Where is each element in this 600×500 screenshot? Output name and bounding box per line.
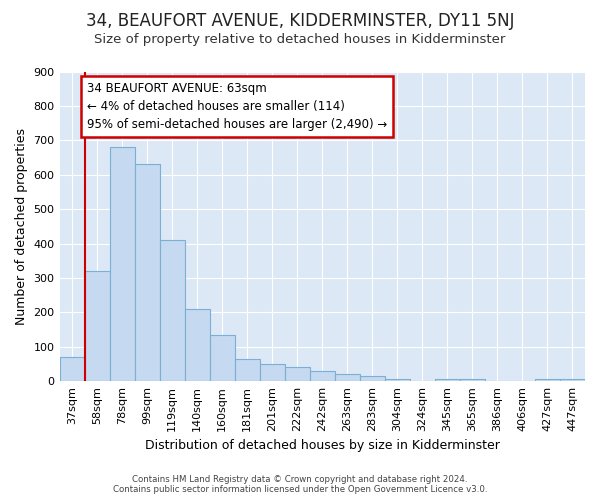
Y-axis label: Number of detached properties: Number of detached properties (15, 128, 28, 325)
Text: 34 BEAUFORT AVENUE: 63sqm
← 4% of detached houses are smaller (114)
95% of semi-: 34 BEAUFORT AVENUE: 63sqm ← 4% of detach… (86, 82, 387, 131)
Bar (560, 380, 585, 381)
Bar (59, 357, 85, 381)
Bar (85, 271, 110, 381)
Bar (285, 368, 310, 381)
Bar (209, 334, 235, 381)
Bar (185, 309, 209, 381)
Bar (310, 371, 335, 381)
Text: Size of property relative to detached houses in Kidderminster: Size of property relative to detached ho… (94, 32, 506, 46)
Bar (110, 147, 134, 381)
Bar (535, 380, 560, 381)
Bar (160, 240, 185, 381)
Text: Contains HM Land Registry data © Crown copyright and database right 2024.
Contai: Contains HM Land Registry data © Crown c… (113, 474, 487, 494)
Bar (435, 380, 460, 381)
Bar (335, 374, 360, 381)
Bar (460, 380, 485, 381)
Text: 34, BEAUFORT AVENUE, KIDDERMINSTER, DY11 5NJ: 34, BEAUFORT AVENUE, KIDDERMINSTER, DY11… (86, 12, 514, 30)
X-axis label: Distribution of detached houses by size in Kidderminster: Distribution of detached houses by size … (145, 440, 500, 452)
Bar (134, 164, 160, 381)
Bar (360, 376, 385, 381)
Bar (385, 380, 410, 381)
Bar (260, 364, 285, 381)
Bar (235, 359, 260, 381)
